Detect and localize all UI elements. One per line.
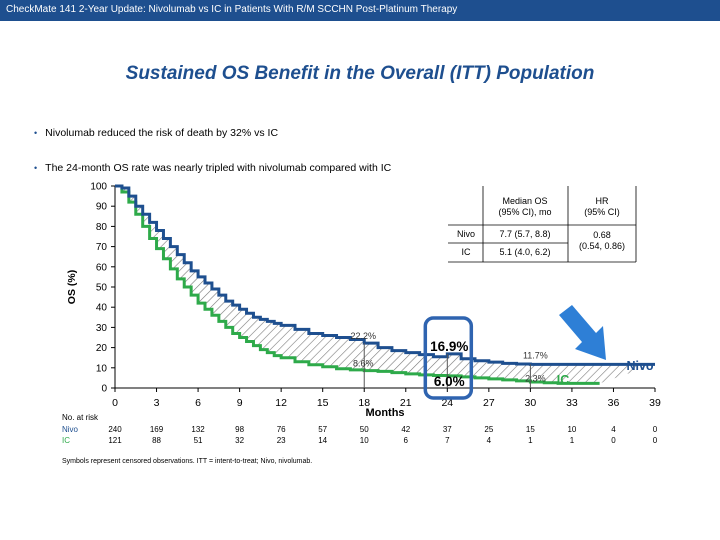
footnote: Symbols represent censored observations.… xyxy=(62,458,312,465)
summary-row-median: 7.7 (5.7, 8.8) xyxy=(499,229,550,239)
x-tick-label: 6 xyxy=(195,397,201,409)
risk-cell: 1 xyxy=(528,436,533,445)
risk-cell: 88 xyxy=(152,436,161,445)
y-tick-label: 20 xyxy=(96,343,108,354)
risk-cell: 7 xyxy=(445,436,450,445)
risk-cell: 23 xyxy=(277,436,286,445)
summary-row-label: IC xyxy=(462,247,472,257)
bullet-item: • Nivolumab reduced the risk of death by … xyxy=(34,127,278,139)
x-tick-label: 39 xyxy=(649,397,661,409)
x-tick-label: 9 xyxy=(237,397,243,409)
risk-cell: 14 xyxy=(318,436,327,445)
bullet-text: Nivolumab reduced the risk of death by 3… xyxy=(45,127,279,139)
x-tick-label: 27 xyxy=(483,397,495,409)
highlight-24-month-box xyxy=(423,316,474,400)
nivo-survival-curve xyxy=(115,184,655,366)
summary-hr-ci: (0.54, 0.86) xyxy=(579,241,625,251)
risk-table-title: No. at risk xyxy=(62,413,99,422)
bullet-item: • The 24-month OS rate was nearly tripled… xyxy=(34,162,391,174)
y-tick-label: 70 xyxy=(96,242,108,253)
summary-header-median-line: (95% CI), mo xyxy=(498,207,551,217)
risk-cell: 10 xyxy=(567,425,576,434)
risk-cell: 25 xyxy=(484,425,493,434)
risk-cell: 4 xyxy=(487,436,492,445)
header-title: CheckMate 141 2-Year Update: Nivolumab v… xyxy=(6,4,458,15)
x-tick-label: 15 xyxy=(317,397,329,409)
rate-annotation: 11.7% xyxy=(523,350,548,360)
y-axis-label: OS (%) xyxy=(66,270,78,304)
x-tick-label: 21 xyxy=(400,397,412,409)
rate-annotation: 22.2% xyxy=(350,331,376,341)
risk-cell: 0 xyxy=(653,425,658,434)
summary-row-label: Nivo xyxy=(457,229,475,239)
y-tick-label: 40 xyxy=(96,303,108,314)
summary-header-hr: HR (95% CI) xyxy=(584,196,620,217)
risk-cell: 0 xyxy=(611,436,616,445)
y-tick-label: 90 xyxy=(96,202,108,213)
risk-cell: 240 xyxy=(108,425,122,434)
x-tick-label: 18 xyxy=(358,397,370,409)
risk-cell: 10 xyxy=(360,436,369,445)
risk-cell: 98 xyxy=(235,425,244,434)
y-tick-label: 60 xyxy=(96,262,108,273)
arrow-icon xyxy=(559,305,606,360)
risk-cell: 6 xyxy=(404,436,409,445)
summary-header-median-line: Median OS xyxy=(502,196,547,206)
y-tick-label: 50 xyxy=(96,283,108,294)
series-label-nivo: Nivo xyxy=(626,359,653,373)
series-label-ic: IC xyxy=(557,373,570,387)
risk-cell: 132 xyxy=(191,425,205,434)
x-tick-label: 30 xyxy=(525,397,537,409)
summary-table-bg xyxy=(448,186,636,262)
risk-row-label: IC xyxy=(62,436,70,445)
risk-cell: 121 xyxy=(108,436,122,445)
bullet-icon: • xyxy=(34,163,38,173)
slide-title: Sustained OS Benefit in the Overall (ITT… xyxy=(125,63,595,84)
risk-cell: 0 xyxy=(653,436,658,445)
risk-cell: 169 xyxy=(150,425,164,434)
y-tick-label: 30 xyxy=(96,323,108,334)
risk-cell: 4 xyxy=(611,425,616,434)
risk-cell: 42 xyxy=(401,425,410,434)
x-tick-label: 0 xyxy=(112,397,118,409)
y-tick-label: 0 xyxy=(101,384,107,395)
risk-cell: 57 xyxy=(318,425,327,434)
risk-cell: 37 xyxy=(443,425,452,434)
ic-survival-curve xyxy=(115,184,600,385)
summary-header-hr-line: (95% CI) xyxy=(584,207,620,217)
summary-row-median: 5.1 (4.0, 6.2) xyxy=(499,247,550,257)
y-tick-label: 10 xyxy=(96,363,108,374)
summary-header-median: Median OS (95% CI), mo xyxy=(498,196,551,217)
summary-hr-value: 0.68 xyxy=(593,230,611,240)
x-tick-label: 24 xyxy=(441,397,453,409)
x-tick-label: 36 xyxy=(608,397,620,409)
bullet-icon: • xyxy=(34,128,38,138)
y-tick-label: 100 xyxy=(90,182,107,193)
x-tick-label: 3 xyxy=(154,397,160,409)
risk-cell: 1 xyxy=(570,436,575,445)
risk-cell: 50 xyxy=(360,425,369,434)
header-bar: CheckMate 141 2-Year Update: Nivolumab v… xyxy=(0,0,720,21)
y-tick-label: 80 xyxy=(96,222,108,233)
x-tick-label: 12 xyxy=(275,397,287,409)
survival-difference-hatch xyxy=(115,186,655,384)
risk-cell: 32 xyxy=(235,436,244,445)
x-tick-label: 33 xyxy=(566,397,578,409)
rate-annotation: 2.3% xyxy=(525,373,546,383)
highlight-ic-rate: 6.0% xyxy=(434,374,465,389)
risk-cell: 51 xyxy=(194,436,203,445)
highlight-nivo-rate: 16.9% xyxy=(430,339,468,354)
risk-cell: 15 xyxy=(526,425,535,434)
summary-header-hr-line: HR xyxy=(596,196,609,206)
risk-row-label: Nivo xyxy=(62,425,79,434)
bullet-text: The 24-month OS rate was nearly tripled … xyxy=(45,162,392,174)
rate-annotation: 8.6% xyxy=(353,359,374,369)
risk-cell: 76 xyxy=(277,425,286,434)
x-axis-label: Months xyxy=(365,407,404,419)
